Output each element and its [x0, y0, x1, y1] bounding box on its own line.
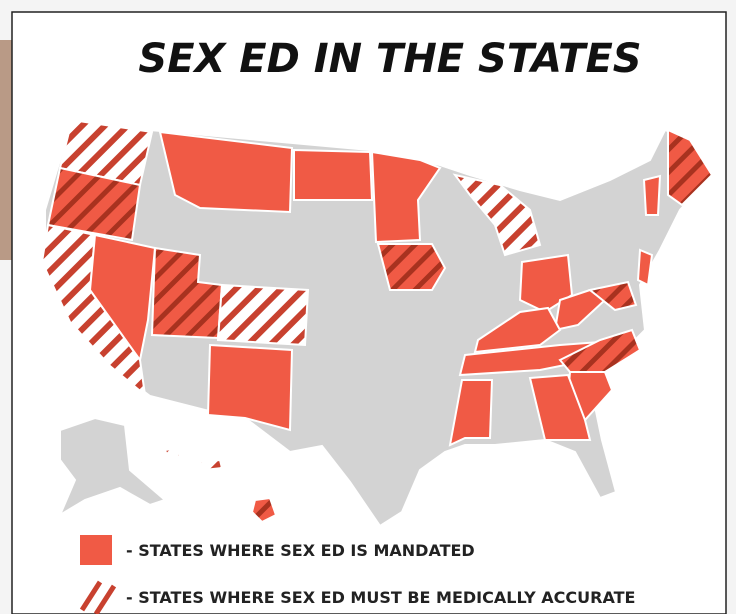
title: SEX ED IN THE STATES	[138, 36, 641, 82]
us-map	[40, 118, 714, 528]
legend-swatch-accurate	[79, 580, 117, 614]
legend-label: - STATES WHERE SEX ED MUST BE MEDICALLY …	[126, 588, 635, 607]
legend-swatch-mandated	[80, 535, 112, 565]
background-photo	[0, 40, 12, 260]
legend-label: - STATES WHERE SEX ED IS MANDATED	[126, 541, 475, 560]
